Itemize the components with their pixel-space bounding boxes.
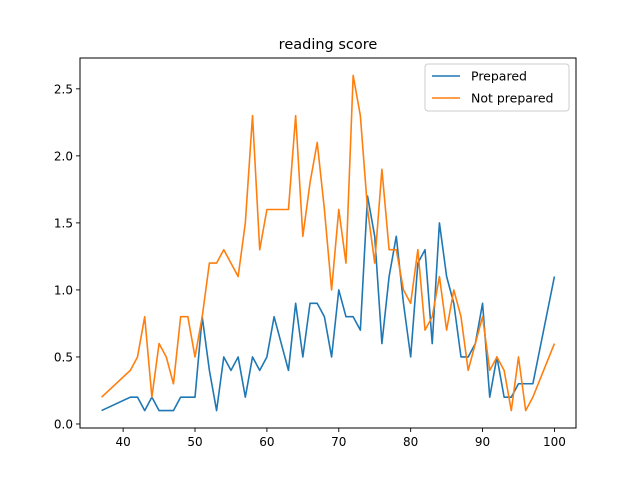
chart-title: reading score: [279, 37, 378, 53]
y-tick-label: 0.0: [54, 417, 73, 431]
x-tick-label: 50: [187, 435, 202, 449]
y-tick-label: 1.0: [54, 283, 73, 297]
y-tick-label: 2.0: [54, 149, 73, 163]
x-tick-label: 70: [331, 435, 346, 449]
x-tick-label: 40: [115, 435, 130, 449]
plot-area-frame: [79, 57, 577, 429]
series-line-0: [101, 195, 556, 412]
legend: Prepared Not prepared: [424, 63, 570, 112]
x-tick-label: 90: [475, 435, 490, 449]
legend-label-not-prepared: Not prepared: [471, 91, 553, 106]
legend-label-prepared: Prepared: [471, 69, 527, 84]
y-tick-label: 0.5: [54, 350, 73, 364]
y-tick-label: 1.5: [54, 216, 73, 230]
legend-box: [424, 63, 570, 112]
y-tick-label: 2.5: [54, 82, 73, 96]
axis-ticks: 40 50 60 70 80 90 100 0.0 0.5 1.0 1.5 2.0 2.5: [54, 82, 566, 449]
x-tick-label: 60: [259, 435, 274, 449]
series-line-1: [101, 74, 556, 412]
x-tick-label: 100: [543, 435, 566, 449]
x-tick-label: 80: [403, 435, 418, 449]
series-lines: [101, 74, 556, 412]
